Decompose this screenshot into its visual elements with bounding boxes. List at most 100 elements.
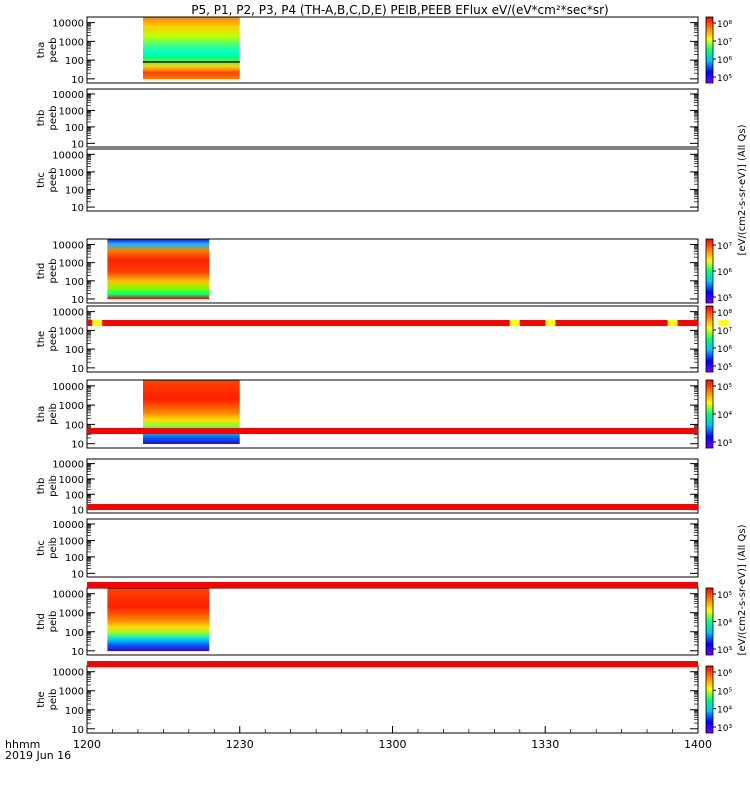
y-tick-label: 10 [71,295,84,306]
time-axis: 1200 1230 1300 1330 1400 [73,726,712,751]
panel-the-peeb: 10 100 1000 10000 the peeb 10⁵ 10⁶ 10⁷ 10⁸ [36,305,732,375]
y-tick-label: 10 [71,647,84,658]
colorbar-tick-label: 10⁶ [717,268,732,278]
time-axis-date: 2019 Jun 16 [5,749,71,762]
colorbar-tick-label: 10⁶ [717,56,732,66]
colorbar-tick-label: 10⁷ [717,38,732,48]
flag-bar [87,428,698,434]
y-tick-label: 10000 [52,382,84,393]
flag-bar-yellow [92,320,103,326]
colorbar-tick-label: 10⁸ [717,309,732,319]
spectrogram-tha-peeb [143,17,240,79]
y-tick-label: 1000 [59,475,84,486]
x-tick-label: 1230 [226,738,254,751]
colorbar [705,305,714,373]
colorbar-tick-label: 10⁵ [717,74,732,84]
panel-ylabel-probe: tha [36,406,47,422]
colorbar [705,16,714,84]
y-tick-label: 100 [65,345,84,356]
panel-tha-peeb: 10 100 1000 10000 tha peeb 10⁵ 10⁶ 10⁷ 10⁸ [36,16,732,86]
panel-ylabel-instrument: peib [48,537,59,559]
colorbar-label-peib: [eV/(cm2-s-sr-eV)] (All Qs) [737,524,748,655]
spectrogram-thd-peeb [107,239,210,299]
y-tick-label: 100 [65,628,84,639]
x-tick-label: 1400 [684,738,712,751]
y-tick-label: 100 [65,420,84,431]
panel-ylabel-probe: tha [36,42,47,58]
panel-ylabel-probe: thb [36,478,47,495]
colorbar [705,587,714,656]
flag-bar-red [87,661,698,667]
flag-bar-yellow [509,320,520,326]
panel-thc-peeb: 10 100 1000 10000 thc peeb [36,148,699,214]
y-tick-label: 10000 [52,90,84,101]
y-tick-label: 1000 [59,687,84,698]
panel-the-peib: 10 100 1000 10000 the peib 10³ 10⁴ 10⁵ 10⁶ [36,665,732,736]
panel-ylabel-instrument: peeb [48,327,59,352]
colorbar-tick-label: 10⁵ [717,294,732,304]
y-tick-label: 10000 [52,590,84,601]
panel-ylabel-instrument: peib [48,689,59,711]
panel-frame [86,88,699,148]
panel-frame [86,665,699,734]
spectrogram-thd-peib [107,588,210,651]
colorbar-tick-label: 10⁵ [717,383,732,393]
y-tick-label: 100 [65,706,84,717]
flag-bar-yellow [718,320,729,326]
y-tick-label: 10 [71,725,84,736]
colorbar-tick-label: 10⁴ [717,706,732,716]
y-tick-label: 10 [71,139,84,150]
flag-bar-red [87,320,698,326]
colorbar-tick-label: 10³ [717,724,732,734]
flag-bar-yellow [545,320,556,326]
colorbar-tick-label: 10⁶ [717,669,732,679]
panel-frame [86,238,699,304]
flag-bar [87,661,698,667]
panel-ylabel-probe: thc [36,540,47,556]
y-tick-label: 100 [65,277,84,288]
y-tick-label: 10000 [52,520,84,531]
panel-ylabel-instrument: peeb [48,38,59,63]
flag-bar-red [87,504,698,510]
y-tick-label: 10 [71,569,84,580]
panel-ylabel-probe: thc [36,172,47,188]
panel-thb-peib: 10 100 1000 10000 thb peib [36,458,699,517]
panel-ylabel-instrument: peib [48,403,59,425]
panel-thb-peeb: 10 100 1000 10000 thb peeb [36,88,699,150]
panel-ylabel-instrument: peeb [48,106,59,131]
panel-ylabel-probe: thd [36,613,47,630]
colorbar-tick-label: 10⁷ [717,327,732,337]
flag-bar [87,320,729,326]
colorbar-tick-label: 10⁸ [717,20,732,30]
panel-frame [86,458,699,514]
panel-ylabel-instrument: peeb [48,259,59,284]
flag-bar [87,582,698,588]
y-tick-label: 10000 [52,240,84,251]
colorbar [705,665,714,734]
y-tick-label: 1000 [59,168,84,179]
y-tick-label: 10 [71,75,84,86]
panel-ylabel-probe: the [36,691,47,707]
y-tick-label: 10000 [52,19,84,30]
panel-frame [86,16,699,84]
y-tick-label: 100 [65,56,84,67]
y-tick-label: 100 [65,185,84,196]
y-tick-label: 10 [71,364,84,375]
panel-frame [86,379,699,449]
x-tick-label: 1200 [73,738,101,751]
panel-ylabel-probe: thd [36,263,47,280]
figure-title: P5, P1, P2, P3, P4 (TH-A,B,C,D,E) PEIB,P… [191,3,608,17]
colorbar-tick-label: 10⁶ [717,345,732,355]
colorbar-label-peeb: [eV/(cm2-s-sr-eV)] (All Qs) [737,124,748,255]
panel-ylabel-probe: the [36,331,47,347]
y-tick-label: 1000 [59,259,84,270]
colorbar-tick-label: 10⁵ [717,687,732,697]
quality-flag-bars [87,320,729,667]
y-tick-label: 10 [71,440,84,451]
panel-ylabel-instrument: peib [48,611,59,633]
x-tick-label: 1300 [379,738,407,751]
panel-frame [86,305,699,373]
colorbar-tick-label: 10³ [717,646,732,656]
y-tick-label: 100 [65,490,84,501]
